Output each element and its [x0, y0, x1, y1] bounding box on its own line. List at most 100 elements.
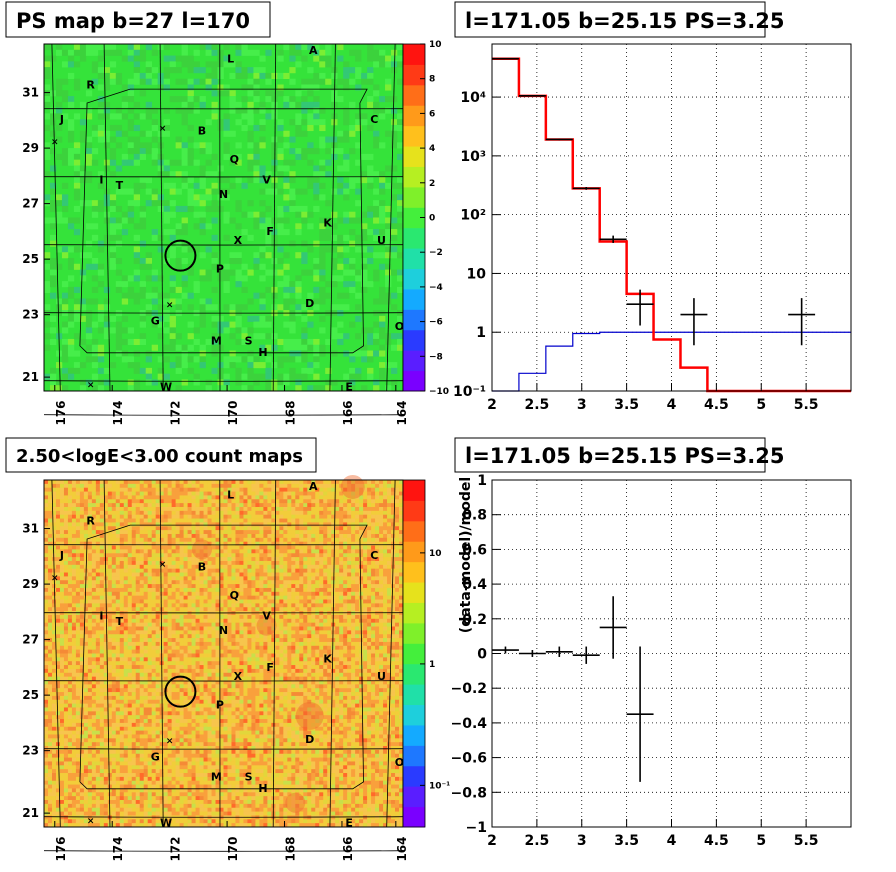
spectrum-x-tick-label: 5.5 — [794, 397, 819, 413]
lat-tick-label: 21 — [22, 370, 39, 384]
source-label-d: D — [305, 297, 314, 310]
lon-tick-label: 170 — [226, 400, 240, 425]
source-label-p: P — [216, 699, 224, 712]
spectrum-y-tick-label: 10⁴ — [460, 90, 486, 106]
lat-tick-label: 21 — [22, 806, 39, 820]
residual-data-point — [518, 650, 546, 657]
source-label-t: T — [116, 179, 124, 192]
spectrum-x-tick-label: 4 — [667, 397, 677, 413]
title-box-br: l=171.05 b=25.15 PS=3.25 — [454, 437, 784, 473]
source-label-o: O — [395, 756, 404, 769]
colorbar-tick-label: −6 — [429, 318, 443, 328]
lon-tick-label: 172 — [169, 400, 183, 425]
source-label-s: S — [245, 335, 253, 348]
colorbar-tick-label: 0 — [429, 214, 435, 224]
spectrum-y-tick-label: 10³ — [460, 149, 486, 165]
residual-x-tick-label: 3 — [577, 833, 587, 849]
count-map-title: 2.50<logE<3.00 count maps — [16, 446, 303, 467]
lon-tick-label: 174 — [111, 400, 125, 425]
colorbar-tick-label: 4 — [429, 144, 435, 154]
title-box-tl: PS map b=27 l=170 — [5, 1, 271, 38]
marker-x: × — [159, 124, 167, 134]
source-candidate-circle — [164, 239, 197, 272]
source-label-h: H — [258, 782, 267, 795]
lon-tick-label: 176 — [54, 400, 68, 425]
spectrum-y-tick-label: 10² — [460, 208, 486, 224]
source-label-i: I — [99, 173, 103, 186]
source-label-u: U — [377, 670, 386, 683]
source-labels: A L R C J B Q I T V N K F U X P D G O M SH E W — [59, 44, 404, 394]
residual-x-tick-label: 5 — [756, 833, 766, 849]
source-labels: A L R C J B Q I T V N K F U X P D G O M SH E W — [59, 480, 404, 830]
ps-colorbar: 10 8 6 4 2 0 −2 −4 −6 −8 −10 — [402, 40, 449, 397]
source-label-n: N — [219, 188, 228, 201]
source-label-k: K — [323, 653, 332, 666]
lon-tick-label: 166 — [341, 400, 355, 425]
spectrum-x-tick-label: 3.5 — [614, 397, 639, 413]
source-label-p: P — [216, 263, 224, 276]
residual-x-tick-label: 2 — [487, 833, 497, 849]
marker-x: × — [51, 138, 59, 148]
lon-tick-label: 168 — [284, 836, 298, 861]
marker-x: × — [87, 381, 95, 391]
residual-y-tick-label: 0.8 — [462, 508, 487, 524]
source-label-i: I — [99, 609, 103, 622]
residual-x-tick-label: 4 — [667, 833, 677, 849]
residual-y-axis-label: (data-model)/model — [458, 477, 474, 633]
source-label-f: F — [266, 225, 274, 238]
ps-map-title: PS map b=27 l=170 — [16, 9, 250, 33]
lon-tick-label: 174 — [111, 836, 125, 861]
residual-title: l=171.05 b=25.15 PS=3.25 — [465, 444, 784, 468]
lat-tick-label: 23 — [22, 308, 39, 322]
lon-tick-label: 172 — [169, 836, 183, 861]
title-box-tr: l=171.05 b=25.15 PS=3.25 — [454, 1, 784, 38]
residual-data-point — [626, 646, 654, 782]
spectrum-x-tick-label: 2 — [487, 397, 497, 413]
source-label-e: E — [345, 817, 353, 830]
residual-y-tick-label: 0.6 — [462, 542, 487, 558]
residual-data-point — [572, 646, 600, 664]
residual-y-tick-label: 0.4 — [462, 577, 487, 593]
residual-x-tick-label: 2.5 — [524, 833, 549, 849]
source-label-t: T — [116, 615, 124, 628]
spectrum-data-point — [599, 235, 627, 243]
source-candidate-circle — [164, 675, 197, 708]
source-label-o: O — [395, 320, 404, 333]
spectrum-data-point — [545, 138, 573, 141]
marker-x: × — [166, 301, 174, 311]
source-label-m: M — [211, 771, 222, 784]
lon-tick-label: 164 — [395, 400, 409, 425]
spectrum-data-point — [518, 95, 546, 97]
source-label-c: C — [370, 113, 378, 126]
lat-tick-label: 29 — [22, 577, 39, 591]
colorbar-tick-label: 10 — [429, 40, 442, 50]
source-label-e: E — [345, 381, 353, 394]
colorbar-tick-label: 1 — [429, 660, 435, 670]
lat-tick-label: 25 — [22, 252, 39, 266]
source-label-w: W — [160, 817, 172, 830]
source-label-q: Q — [230, 153, 239, 166]
ps-map: × × × × A L R C J B Q I T V N K F U X P D G O M SH E W 176 174 172 170… — [22, 43, 409, 426]
source-label-s: S — [245, 771, 253, 784]
source-label-q: Q — [230, 589, 239, 602]
source-label-d: D — [305, 733, 314, 746]
spectrum-x-tick-label: 5 — [756, 397, 766, 413]
lat-tick-label: 31 — [22, 86, 39, 100]
source-label-j: J — [59, 549, 64, 562]
source-label-j: J — [59, 113, 64, 126]
spectrum-data-point — [680, 298, 708, 346]
source-label-g: G — [151, 750, 160, 763]
residual-x-tick-label: 4.5 — [704, 833, 729, 849]
source-label-m: M — [211, 335, 222, 348]
marker-x: × — [51, 574, 59, 584]
source-label-l: L — [227, 488, 234, 501]
source-label-n: N — [219, 624, 228, 637]
lat-tick-label: 31 — [22, 522, 39, 536]
source-label-x: X — [234, 234, 243, 247]
source-label-b: B — [198, 560, 206, 573]
source-label-x: X — [234, 670, 243, 683]
spectrum-plot: 2 2.5 3 3.5 4 4.5 5 5.5 10⁻¹ 1 10 10² 10³ 10⁴ — [453, 43, 852, 413]
colorbar-tick-label: 6 — [429, 109, 435, 119]
colorbar-tick-label: 8 — [429, 75, 435, 85]
